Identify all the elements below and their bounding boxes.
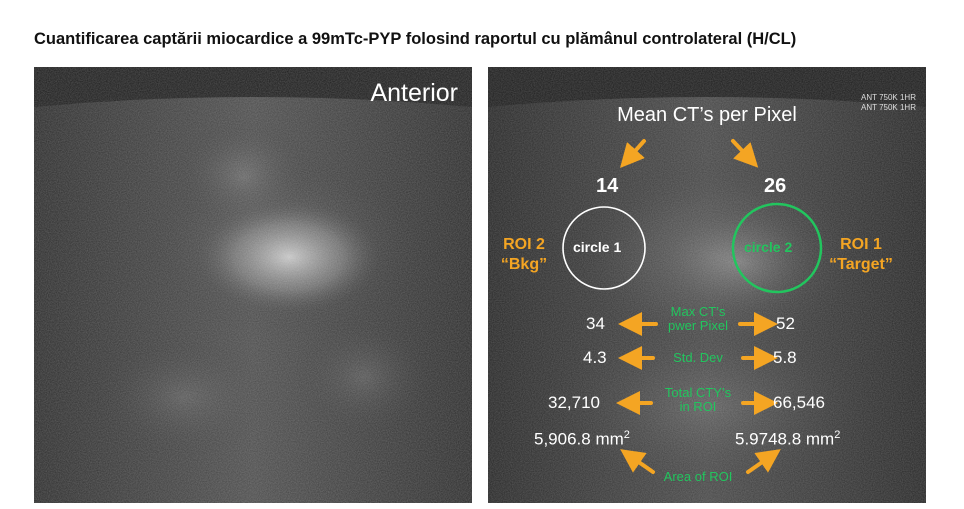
roi1-std-value: 5.8	[773, 348, 797, 367]
annotated-scan-image	[488, 67, 926, 503]
figure-title: Cuantificarea captării miocardice a 99mT…	[34, 30, 797, 48]
roi1-label: ROI 1 “Target”	[823, 235, 899, 275]
roi1-total-value: 66,546	[773, 393, 825, 412]
corner-tag-line1: ANT 750K 1HR	[861, 93, 916, 102]
view-label-anterior: Anterior	[370, 79, 458, 107]
roi1-mean-value: 26	[764, 175, 787, 197]
roi1-area-sup: 2	[834, 429, 841, 441]
roi2-total-value: 32,710	[548, 393, 600, 412]
total-counts-label: Total CTY’s in ROI	[648, 386, 748, 414]
roi1-name: ROI 1	[840, 236, 882, 253]
anterior-scan-image	[34, 67, 472, 503]
roi2-area-text: 5,906.8 mm	[534, 429, 624, 449]
corner-tag: ANT 750K 1HR ANT 750K 1HR	[861, 93, 916, 113]
arrow-area-right	[746, 449, 781, 474]
arrow-mean-right	[731, 139, 759, 168]
max-label-line1: Max CT’s	[670, 304, 726, 319]
arrow-area-left	[620, 449, 655, 474]
roi1-circle	[731, 202, 823, 294]
roi2-max-value: 34	[586, 314, 605, 333]
corner-tag-line2: ANT 750K 1HR	[861, 103, 916, 112]
area-of-roi-label: Area of ROI	[663, 469, 733, 484]
max-label-line2: pwer Pixel	[668, 318, 728, 333]
roi2-circle	[562, 206, 646, 290]
roi1-max-value: 52	[776, 314, 795, 333]
total-label-line2: in ROI	[679, 399, 717, 414]
roi2-name: ROI 2	[503, 236, 545, 253]
total-label-line1: Total CTY’s	[664, 385, 732, 400]
circle-2-label: circle 2	[744, 239, 793, 255]
roi2-std-value: 4.3	[583, 348, 607, 367]
arrow-mean-left	[620, 139, 646, 168]
anterior-scan-panel: Anterior	[34, 67, 472, 503]
max-counts-label: Max CT’s pwer Pixel	[653, 305, 743, 333]
roi2-area-value: 5,906.8 mm2	[534, 429, 630, 450]
roi1-sub: “Target”	[829, 256, 893, 273]
roi2-area-sup: 2	[623, 429, 630, 441]
roi2-label: ROI 2 “Bkg”	[496, 235, 552, 275]
std-dev-label: Std. Dev	[673, 350, 723, 365]
roi2-sub: “Bkg”	[500, 256, 548, 273]
roi2-mean-value: 14	[596, 175, 619, 197]
mean-counts-header: Mean CT’s per Pixel	[617, 104, 797, 126]
roi1-area-value: 5.9748.8 mm2	[735, 429, 840, 450]
arrows	[616, 139, 781, 474]
roi-annotated-scan-panel: Mean CT’s per Pixel ANT 750K 1HR ANT 750…	[488, 67, 926, 503]
roi1-area-text: 5.9748.8 mm	[735, 429, 835, 449]
circle-1-label: circle 1	[573, 239, 622, 255]
